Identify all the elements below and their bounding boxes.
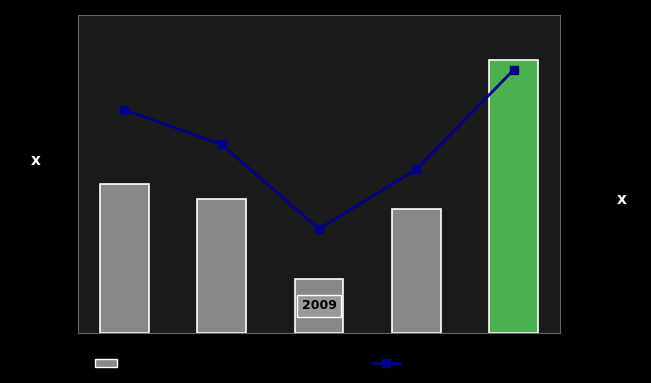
Text: x: x xyxy=(616,192,627,207)
Legend:  xyxy=(368,355,413,373)
Bar xyxy=(100,184,148,333)
Text: x: x xyxy=(31,153,41,169)
Text: 2009: 2009 xyxy=(301,300,337,313)
Bar xyxy=(295,278,343,333)
Legend:  xyxy=(90,355,130,373)
Bar xyxy=(197,199,246,333)
Bar xyxy=(392,209,441,333)
Bar xyxy=(490,60,538,333)
